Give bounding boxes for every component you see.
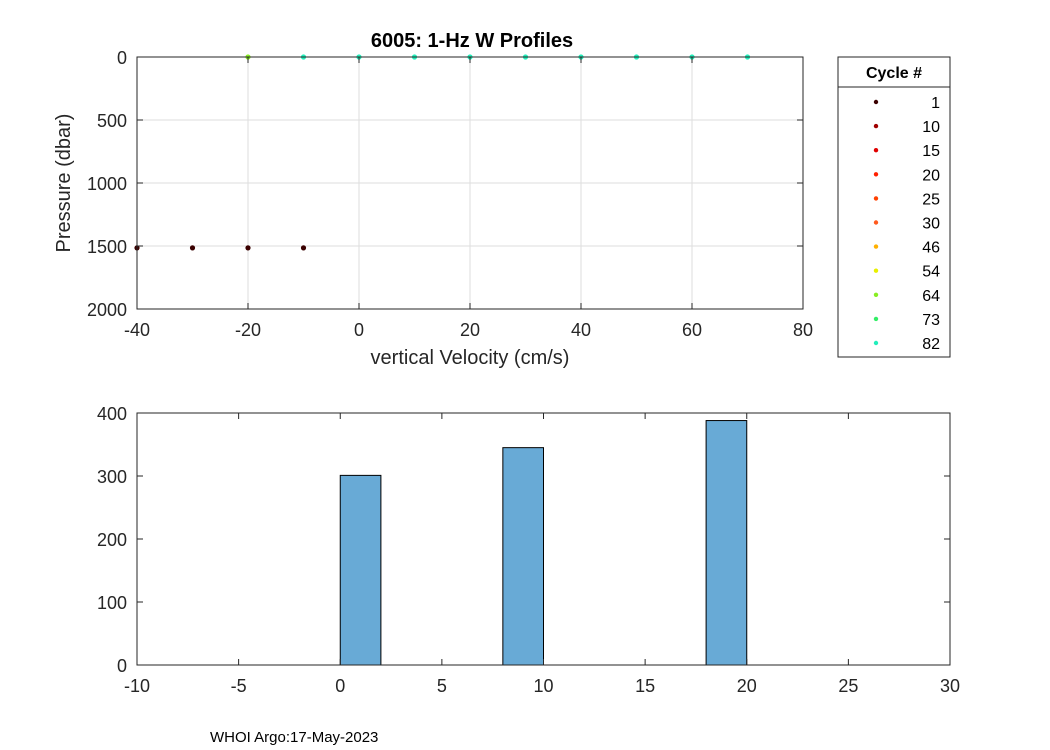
x-tick-label: 0 (335, 676, 345, 696)
legend-marker (873, 196, 879, 201)
legend-entry-label: 46 (922, 240, 940, 257)
y-tick-label: 0 (117, 48, 127, 68)
y-tick-label: 0 (117, 656, 127, 676)
x-tick-label: -20 (235, 320, 261, 340)
legend-marker (873, 99, 879, 105)
x-tick-label: 80 (793, 320, 813, 340)
histogram-bars (339, 420, 748, 666)
legend-entry-label: 30 (922, 216, 940, 233)
legend-entry-label: 10 (922, 119, 940, 136)
legend-marker (873, 292, 879, 297)
legend-entry-label: 25 (922, 191, 940, 208)
x-tick-label: 60 (682, 320, 702, 340)
scatter-point (300, 245, 307, 251)
legend-marker (873, 172, 879, 177)
scatter-point (189, 245, 196, 251)
legend-entry-label: 64 (922, 288, 940, 305)
histogram-bar (339, 474, 382, 666)
x-tick-label: -40 (124, 320, 150, 340)
y-tick-label: 200 (97, 530, 127, 550)
footer-text: WHOI Argo:17-May-2023 (210, 729, 378, 746)
legend-marker (873, 340, 879, 346)
legend-entry-label: 82 (922, 336, 940, 353)
y-tick-label: 300 (97, 467, 127, 487)
x-axis-label: vertical Velocity (cm/s) (371, 347, 570, 369)
legend-box (837, 56, 951, 358)
legend-marker (873, 220, 879, 225)
x-tick-label: 10 (533, 676, 553, 696)
legend-title: Cycle # (866, 65, 922, 82)
x-tick-label: 5 (437, 676, 447, 696)
x-tick-label: 30 (940, 676, 960, 696)
chart-title: 6005: 1-Hz W Profiles (371, 30, 573, 52)
legend-marker (873, 316, 879, 322)
legend-entry-label: 20 (922, 167, 940, 184)
x-tick-label: 20 (460, 320, 480, 340)
x-tick-label: 20 (737, 676, 757, 696)
legend-entry-label: 1 (931, 95, 940, 112)
scatter-axes: -40 -20 0 20 40 60 80 0 500 1000 1500 2000 6005: 1-… (53, 30, 813, 369)
legend-marker (873, 268, 879, 273)
legend: Cycle # 1 10 15 20 25 30 46 54 64 73 82 (837, 56, 951, 358)
y-tick-label: 100 (97, 593, 127, 613)
y-tick-label: 1500 (87, 237, 127, 257)
scatter-ticks: -40 -20 0 20 40 60 80 0 500 1000 1500 2000 (87, 48, 813, 340)
histogram-bar (705, 420, 748, 666)
legend-entry-label: 15 (922, 143, 940, 160)
y-axis-label: Pressure (dbar) (53, 114, 75, 253)
y-tick-label: 400 (97, 404, 127, 424)
legend-items: 1 10 15 20 25 30 46 54 64 73 82 (873, 95, 940, 353)
x-tick-label: 15 (635, 676, 655, 696)
x-tick-label: 40 (571, 320, 591, 340)
y-tick-label: 1000 (87, 174, 127, 194)
x-tick-label: -10 (124, 676, 150, 696)
y-tick-label: 2000 (87, 300, 127, 320)
y-tick-label: 500 (97, 111, 127, 131)
legend-marker (873, 148, 879, 153)
legend-entry-label: 73 (922, 312, 940, 329)
histogram-bar (502, 447, 545, 666)
legend-marker (873, 123, 879, 129)
legend-marker (873, 244, 879, 249)
scatter-point (245, 245, 251, 251)
legend-entry-label: 54 (922, 264, 940, 281)
x-tick-label: 25 (838, 676, 858, 696)
x-tick-label: -5 (231, 676, 247, 696)
x-tick-label: 0 (354, 320, 364, 340)
